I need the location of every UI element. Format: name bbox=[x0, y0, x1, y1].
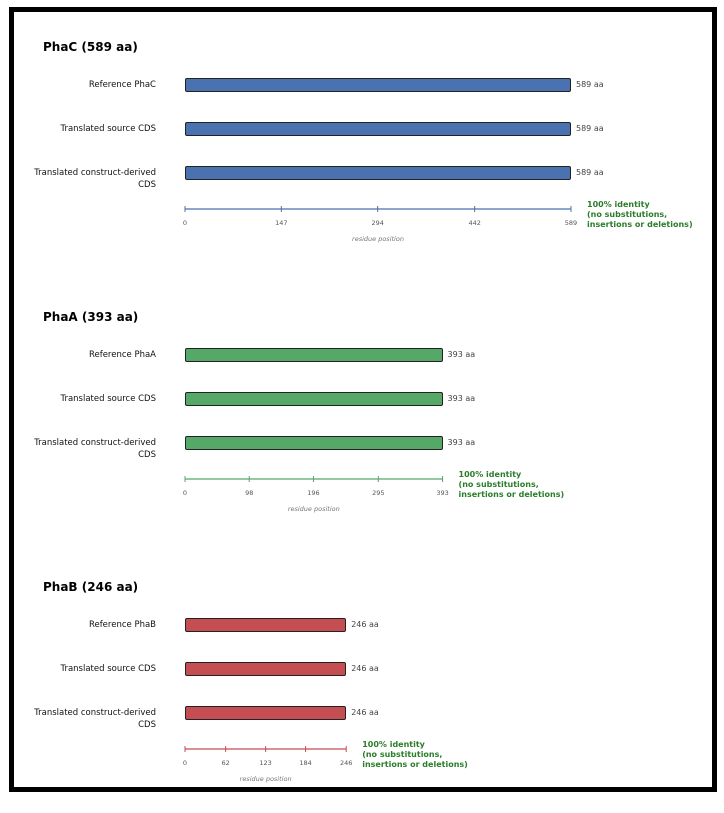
sequence-bar bbox=[185, 348, 443, 362]
sequence-label: Translated source CDS bbox=[60, 394, 157, 404]
axis-title: residue position bbox=[352, 235, 404, 243]
identity-note: 100% identity (no substitutions, insertion… bbox=[362, 740, 468, 770]
length-label: 589 aa bbox=[576, 124, 604, 133]
sequence-bar bbox=[185, 392, 443, 406]
sequence-bar bbox=[185, 618, 347, 632]
sequence-label: Reference PhaA bbox=[88, 350, 156, 360]
tick-label: 295 bbox=[372, 489, 384, 497]
identity-note-line: 100% identity bbox=[458, 470, 522, 479]
identity-note-line: 100% identity bbox=[362, 740, 425, 749]
length-label: 393 aa bbox=[447, 394, 476, 403]
identity-note-line: insertions or deletions) bbox=[458, 490, 565, 499]
identity-note-line: insertions or deletions) bbox=[587, 220, 693, 229]
identity-note-line: 100% identity bbox=[587, 200, 650, 209]
length-label: 393 aa bbox=[447, 350, 476, 359]
tick-label: 62 bbox=[221, 759, 229, 767]
length-label: 246 aa bbox=[351, 664, 379, 673]
identity-note-line: insertions or deletions) bbox=[362, 760, 468, 769]
identity-note-line: (no substitutions, bbox=[458, 480, 539, 489]
sequence-bar bbox=[185, 166, 571, 180]
tick-label: 0 bbox=[183, 219, 187, 227]
tick-label: 393 bbox=[436, 489, 448, 497]
length-label: 589 aa bbox=[576, 168, 604, 177]
residue-axis: 0 62 123 184 246 residue position bbox=[183, 746, 352, 783]
panel-phac: PhaC (589 aa) Reference PhaC 589 aa Transla… bbox=[14, 23, 712, 273]
sequence-label: Translated construct-derived CDS bbox=[34, 708, 156, 730]
figure-frame: PhaC (589 aa) Reference PhaC 589 aa Transla… bbox=[9, 7, 717, 792]
sequence-bar bbox=[185, 122, 571, 136]
residue-axis: 0 98 196 295 393 residue position bbox=[183, 476, 449, 513]
identity-note: 100% identity (no substitutions, insertion… bbox=[459, 470, 565, 500]
identity-note: 100% identity (no substitutions, insertion… bbox=[587, 200, 693, 230]
tick-label: 0 bbox=[183, 489, 187, 497]
sequence-label: Translated construct-derived CDS bbox=[34, 168, 156, 190]
sequence-bar bbox=[185, 706, 347, 720]
tick-label: 442 bbox=[468, 219, 480, 227]
sequence-bar bbox=[185, 436, 443, 450]
identity-note-line: (no substitutions, bbox=[362, 750, 443, 759]
length-label: 589 aa bbox=[576, 80, 604, 89]
tick-label: 98 bbox=[245, 489, 253, 497]
sequence-bar bbox=[185, 78, 571, 92]
panel-phaa: PhaA (393 aa) Reference PhaA 393 aa Transla… bbox=[14, 293, 712, 543]
sequence-bar bbox=[185, 662, 347, 676]
tick-label: 246 bbox=[340, 759, 352, 767]
length-label: 246 aa bbox=[351, 620, 379, 629]
length-label: 393 aa bbox=[447, 438, 476, 447]
tick-label: 123 bbox=[259, 759, 271, 767]
sequence-label: Translated source CDS bbox=[60, 124, 157, 134]
length-label: 246 aa bbox=[351, 708, 379, 717]
tick-label: 294 bbox=[371, 219, 383, 227]
sequence-label: Translated construct-derived CDS bbox=[34, 438, 156, 460]
sequence-label: Reference PhaC bbox=[88, 80, 156, 90]
tick-label: 0 bbox=[183, 759, 187, 767]
tick-label: 589 bbox=[565, 219, 577, 227]
sequence-label: Reference PhaB bbox=[88, 620, 156, 630]
identity-note-line: (no substitutions, bbox=[587, 210, 668, 219]
axis-title: residue position bbox=[288, 505, 340, 513]
residue-axis: 0 147 294 442 589 residue position bbox=[183, 206, 577, 243]
panel-title: PhaB (246 aa) bbox=[43, 580, 139, 594]
tick-label: 147 bbox=[275, 219, 287, 227]
axis-title: residue position bbox=[240, 775, 292, 783]
tick-label: 196 bbox=[307, 489, 319, 497]
panel-title: PhaA (393 aa) bbox=[43, 310, 139, 324]
panel-title: PhaC (589 aa) bbox=[43, 40, 138, 54]
panel-phab: PhaB (246 aa) Reference PhaB 246 aa Transla… bbox=[14, 563, 712, 813]
sequence-label: Translated source CDS bbox=[60, 664, 157, 674]
tick-label: 184 bbox=[299, 759, 311, 767]
